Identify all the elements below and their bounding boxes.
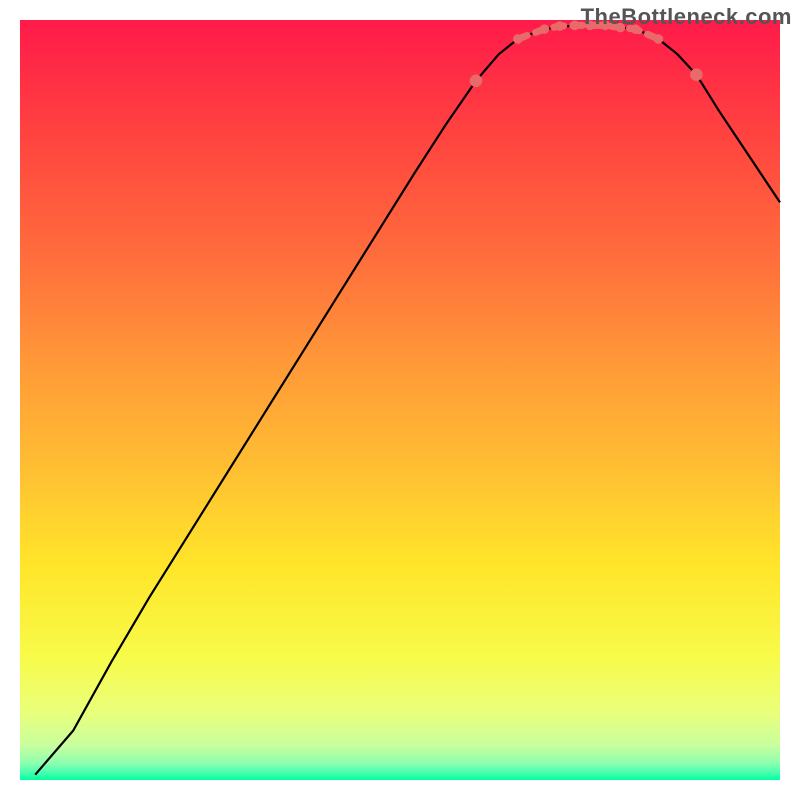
marker-dot — [513, 34, 523, 44]
watermark-text: TheBottleneck.com — [581, 4, 792, 30]
bottleneck-chart — [0, 0, 800, 800]
chart-container: TheBottleneck.com — [0, 0, 800, 800]
marker-dot — [654, 34, 664, 44]
marker-dot — [570, 21, 580, 31]
marker-dot — [555, 21, 565, 31]
marker-dot — [690, 68, 703, 81]
marker-dot — [470, 75, 483, 88]
marker-dot — [540, 24, 550, 34]
plot-background — [20, 20, 780, 780]
